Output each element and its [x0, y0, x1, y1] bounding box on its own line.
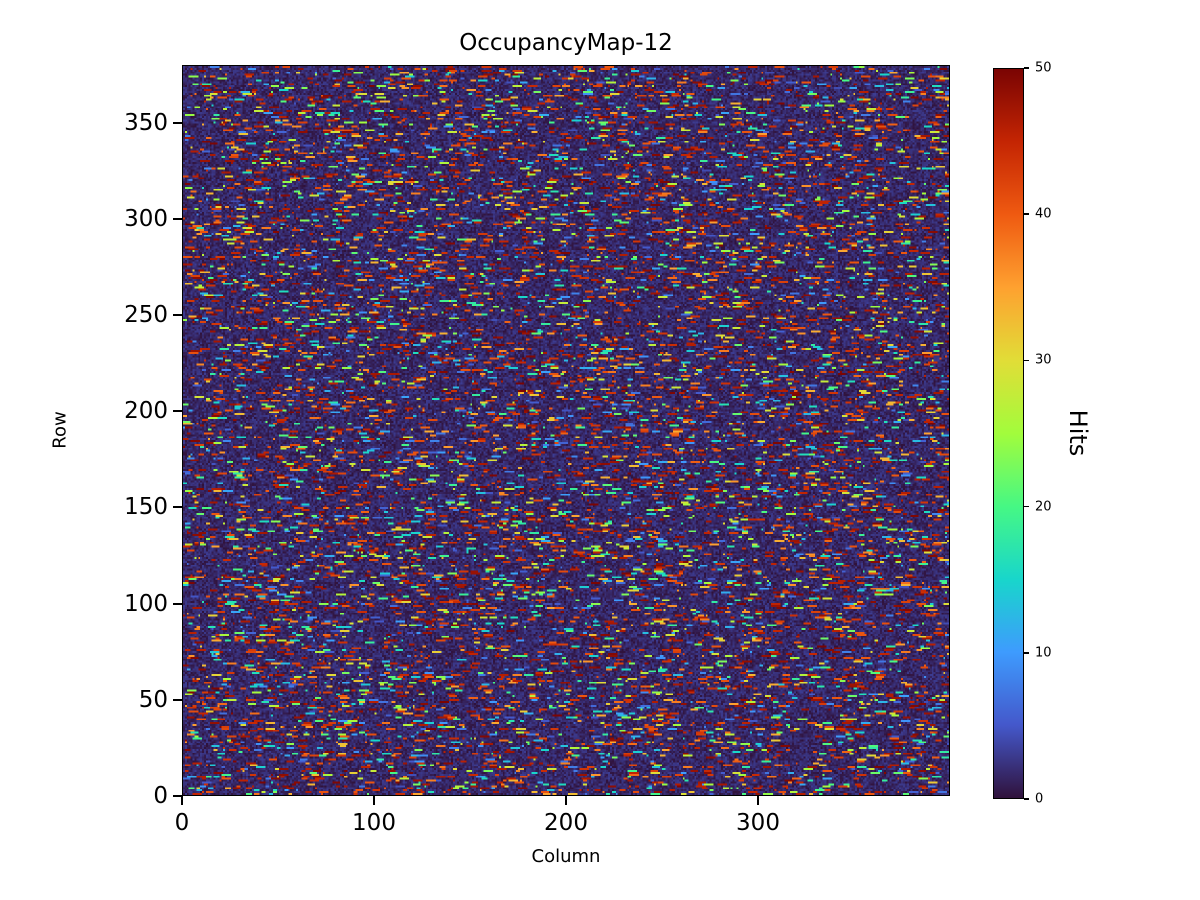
x-tick-label: 0 — [174, 810, 190, 836]
y-tick-label: 200 — [124, 398, 168, 425]
chart-title: OccupancyMap-12 — [459, 30, 673, 56]
y-tick-mark — [173, 217, 182, 220]
y-axis-label: Row — [49, 411, 71, 449]
heatmap-plot-area — [182, 65, 950, 796]
y-tick-label: 250 — [124, 302, 168, 329]
colorbar — [993, 68, 1024, 799]
y-tick-label: 50 — [138, 686, 168, 713]
x-tick-mark — [181, 796, 183, 805]
colorbar-tick-label: 50 — [1035, 60, 1052, 76]
colorbar-tick-label: 20 — [1035, 499, 1052, 515]
colorbar-tick-label: 10 — [1035, 645, 1052, 661]
y-tick-mark — [173, 410, 182, 413]
x-tick-label: 200 — [544, 810, 588, 836]
colorbar-tick-mark — [1024, 505, 1029, 508]
x-tick-label: 100 — [352, 810, 396, 836]
colorbar-tick-mark — [1024, 213, 1029, 215]
colorbar-label: Hits — [1064, 409, 1092, 457]
heatmap-canvas — [183, 66, 949, 795]
colorbar-tick-mark — [1024, 798, 1029, 800]
x-tick-label: 300 — [736, 810, 780, 836]
colorbar-tick-mark — [1024, 652, 1029, 654]
y-tick-label: 100 — [124, 590, 168, 617]
y-tick-mark — [173, 602, 182, 605]
y-tick-label: 0 — [153, 783, 168, 809]
colorbar-tick-mark — [1024, 67, 1029, 69]
y-tick-mark — [173, 314, 182, 317]
x-tick-mark — [565, 796, 567, 805]
x-axis-label: Column — [531, 846, 601, 867]
y-tick-label: 300 — [124, 205, 168, 232]
x-tick-mark — [757, 796, 759, 805]
x-tick-mark — [373, 796, 375, 805]
y-tick-label: 150 — [124, 494, 168, 521]
y-tick-label: 350 — [124, 109, 168, 136]
colorbar-tick-mark — [1024, 359, 1029, 362]
y-tick-mark — [173, 506, 182, 509]
colorbar-tick-label: 0 — [1035, 791, 1044, 807]
colorbar-tick-label: 30 — [1035, 352, 1052, 368]
colorbar-tick-label: 40 — [1035, 206, 1052, 222]
y-tick-mark — [173, 698, 182, 701]
y-tick-mark — [173, 121, 182, 124]
y-tick-mark — [173, 795, 182, 797]
